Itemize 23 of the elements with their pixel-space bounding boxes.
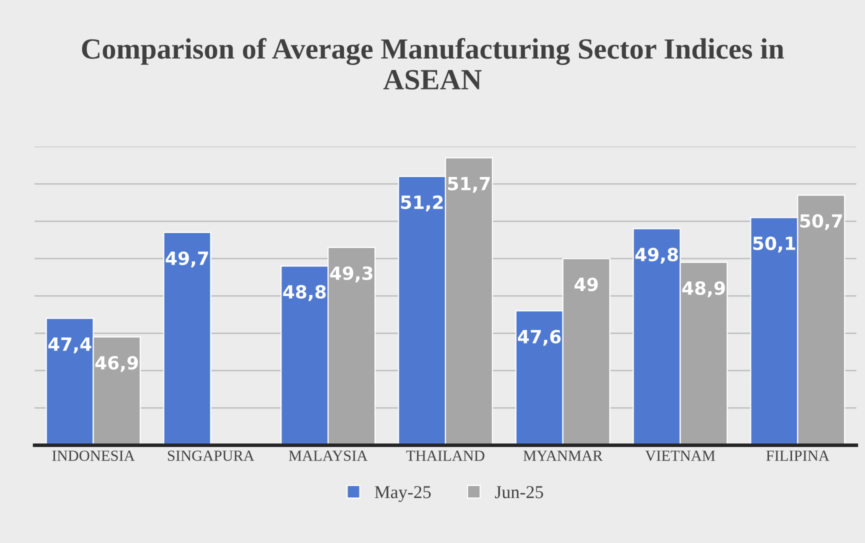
x-tick-label: THAILAND <box>406 450 484 461</box>
x-tick-label: INDONESIA <box>52 450 135 461</box>
chart-title: Comparison of Average Manufacturing Sector Indices in ASEAN <box>82 38 784 90</box>
legend-label: May-25 <box>374 486 431 502</box>
data-label: 48,9 <box>682 281 725 298</box>
data-label: 51,7 <box>448 177 490 193</box>
data-label: 51,2 <box>401 195 443 212</box>
data-label: 46,9 <box>95 356 138 372</box>
data-label: 47,4 <box>48 338 92 354</box>
x-tick-label: FILIPINA <box>766 450 830 461</box>
data-label: 49,3 <box>330 266 372 282</box>
data-label: 48,8 <box>283 285 326 301</box>
x-tick-label: VIETNAM <box>645 450 716 461</box>
data-label: 47,6 <box>518 330 561 346</box>
x-tick-label: SINGAPURA <box>168 450 254 461</box>
data-label: 50,7 <box>800 214 842 230</box>
x-tick-label: MYANMAR <box>523 450 603 461</box>
legend-label: Jun-25 <box>495 486 544 498</box>
data-label: 50,1 <box>753 236 796 252</box>
data-label: 49,8 <box>635 248 678 264</box>
data-label: 49 <box>574 278 598 292</box>
data-label: 49,7 <box>166 251 208 268</box>
x-tick-label: MALAYSIA <box>288 450 368 461</box>
